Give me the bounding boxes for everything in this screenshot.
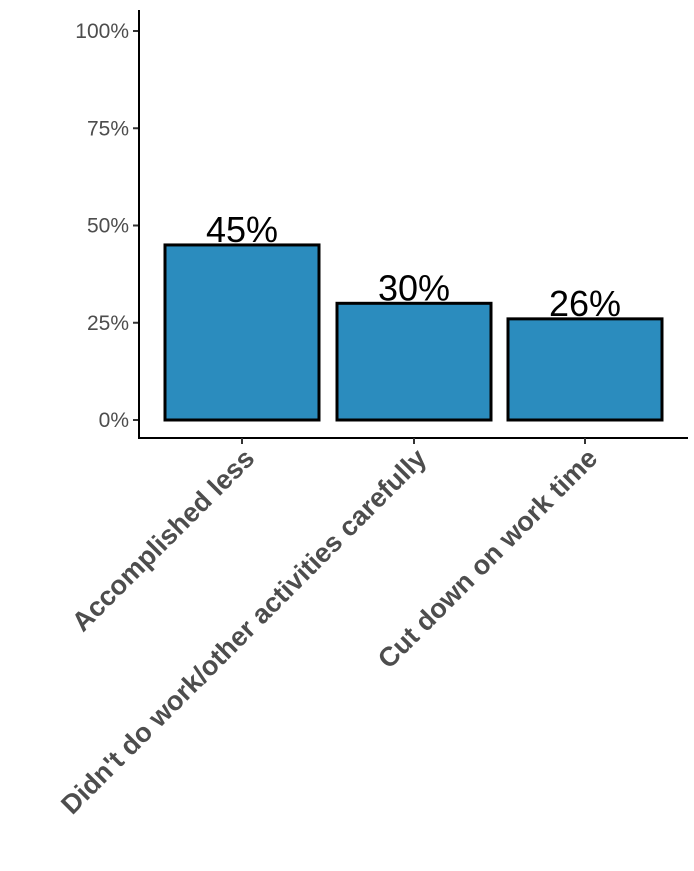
y-tick-label: 50% bbox=[87, 215, 129, 238]
bar bbox=[335, 301, 493, 422]
bar bbox=[163, 243, 321, 422]
bar bbox=[506, 317, 664, 422]
y-tick-label: 100% bbox=[75, 20, 129, 43]
bars bbox=[163, 243, 664, 422]
x-category-label: Accomplished less bbox=[66, 443, 260, 637]
data-labels: 45% 30% 26% bbox=[206, 209, 621, 324]
bar-value-label: 30% bbox=[378, 267, 450, 308]
y-tick-label: 0% bbox=[99, 409, 129, 432]
y-tick-label: 75% bbox=[87, 117, 129, 140]
y-axis-ticks: 0% 25% 50% 75% 100% bbox=[75, 20, 139, 432]
bar-value-label: 26% bbox=[549, 283, 621, 324]
y-tick-label: 25% bbox=[87, 312, 129, 335]
x-category-label: Didn't do work/other activities carefull… bbox=[55, 443, 432, 820]
bar-value-label: 45% bbox=[206, 209, 278, 250]
